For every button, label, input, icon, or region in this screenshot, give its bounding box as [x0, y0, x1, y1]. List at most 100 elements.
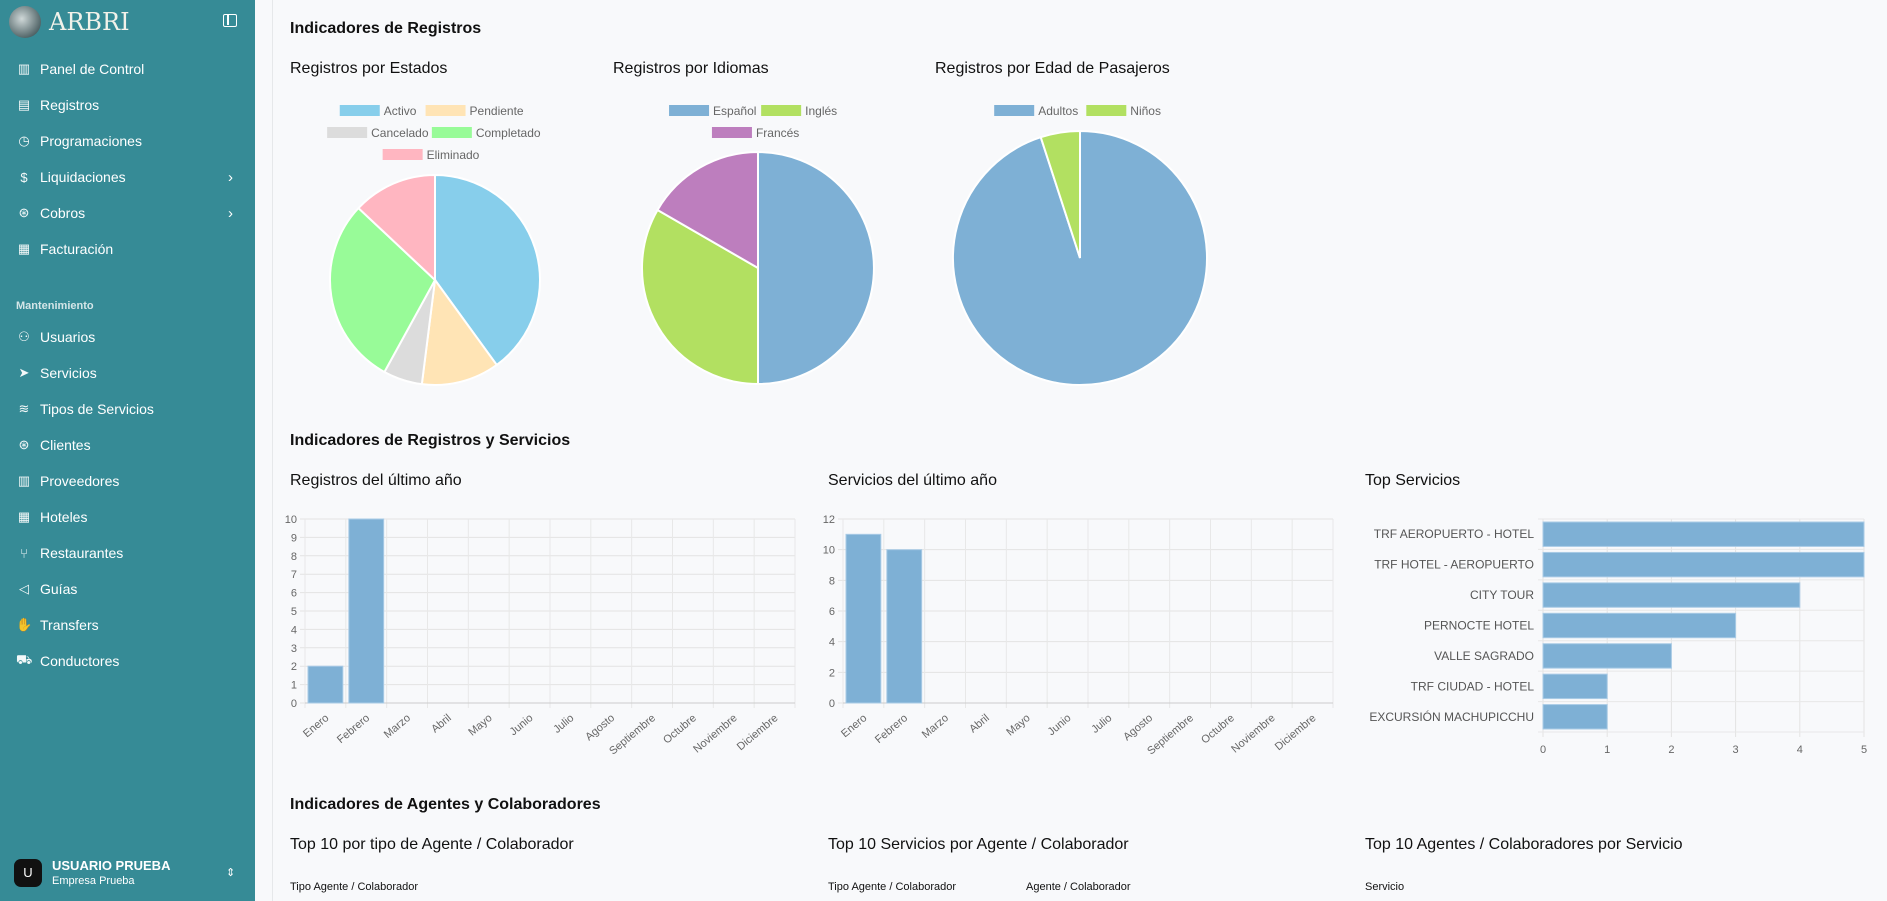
y-tick-label: 12 — [823, 514, 835, 526]
chart-title: Top 10 Servicios por Agente / Colaborado… — [828, 836, 1129, 853]
car-icon: ⛟ — [16, 652, 33, 667]
main-nav: ▥ Panel de Control ▤ Registros ◷ Programacion… — [0, 51, 255, 267]
x-tick-label: Abril — [429, 712, 454, 735]
sidebar-item-liquidaciones[interactable]: $ Liquidaciones › — [0, 159, 255, 195]
legend-swatch — [711, 127, 752, 138]
legend-label: Inglés — [805, 104, 837, 118]
x-tick-label: 3 — [1733, 744, 1739, 756]
brand[interactable]: ARBRI — [9, 6, 130, 38]
sidebar-item-registros[interactable]: ▤ Registros — [0, 87, 255, 123]
bar-service — [1542, 551, 1865, 578]
bar-service — [1542, 673, 1608, 700]
sidebar-item-label: Clientes — [40, 437, 91, 453]
bar-service — [1542, 704, 1608, 730]
sidebar-item-hoteles[interactable]: ▦ Hoteles — [0, 499, 255, 535]
legend-swatch — [382, 149, 423, 160]
x-tick-label: Enero — [839, 712, 869, 740]
x-tick-label: Marzo — [382, 712, 413, 741]
sidebar-item-proveedores[interactable]: ▥ Proveedores — [0, 463, 255, 499]
x-tick-label: Agosto — [583, 712, 617, 743]
legend-label: Activo — [384, 104, 417, 118]
sidebar-item-label: Registros — [40, 97, 100, 113]
sidebar-item-label: Restaurantes — [40, 545, 124, 561]
sidebar-toggle-icon[interactable] — [223, 14, 237, 27]
chart-title: Registros por Edad de Pasajeros — [935, 60, 1170, 77]
user-company: Empresa Prueba — [52, 875, 135, 887]
sidebar-item-facturaci-n[interactable]: ▦ Facturación — [0, 231, 255, 267]
maintenance-nav: ⚇ Usuarios ➤ Servicios ≋ Tipos de Servicios ⊛ C… — [0, 319, 255, 679]
chart-title: Registros por Idiomas — [613, 60, 769, 77]
x-tick-label: Diciembre — [735, 712, 781, 753]
sidebar-item-usuarios[interactable]: ⚇ Usuarios — [0, 319, 255, 355]
legend-swatch — [339, 105, 380, 116]
sidebar-item-conductores[interactable]: ⛟ Conductores — [0, 643, 255, 679]
x-tick-label: 2 — [1668, 744, 1674, 756]
users-icon: ⚇ — [18, 329, 30, 344]
legend-label: Español — [713, 104, 756, 118]
chevron-right-icon: › — [228, 204, 233, 222]
legend-swatch — [425, 105, 466, 116]
table-header: Servicio — [1365, 881, 1405, 893]
handshake-icon: ⊛ — [18, 205, 30, 220]
sidebar-item-transfers[interactable]: ✋ Transfers — [0, 607, 255, 643]
building-icon: ▥ — [17, 473, 31, 488]
pie-slice-pendiente — [420, 277, 499, 386]
y-tick-label: TRF AEROPUERTO - HOTEL — [1374, 527, 1535, 541]
pie-slice-eliminado — [357, 173, 436, 283]
user-menu[interactable]: U USUARIO PRUEBA Empresa Prueba — [14, 858, 170, 887]
bar-enero — [307, 665, 344, 704]
avatar: U — [14, 858, 42, 887]
legend-swatch — [327, 127, 368, 138]
y-tick-label: 6 — [291, 588, 297, 600]
chart-title: Top 10 Agentes / Colaboradores por Servi… — [1365, 836, 1683, 853]
sidebar-item-restaurantes[interactable]: ⑂ Restaurantes — [0, 535, 255, 571]
x-tick-label: 0 — [1540, 744, 1546, 756]
sidebar-item-cobros[interactable]: ⊛ Cobros › — [0, 195, 255, 231]
table-header: Tipo Agente / Colaborador — [828, 881, 957, 893]
x-tick-label: Octubre — [1199, 712, 1237, 746]
chart-title: Top 10 por tipo de Agente / Colaborador — [290, 836, 574, 853]
table-header: Agente / Colaborador — [1026, 881, 1131, 893]
x-tick-label: Diciembre — [1273, 712, 1319, 753]
bar-service — [1542, 521, 1865, 547]
x-tick-label: Octubre — [661, 712, 699, 746]
bar-service — [1542, 612, 1737, 639]
sidebar-item-gu-as[interactable]: ◁ Guías — [0, 571, 255, 607]
sidebar-item-programaciones[interactable]: ◷ Programaciones — [0, 123, 255, 159]
sidebar-item-label: Proveedores — [40, 473, 120, 489]
x-tick-label: Abril — [967, 712, 992, 735]
y-tick-label: 0 — [291, 698, 297, 710]
table-header: Tipo Agente / Colaborador — [290, 881, 419, 893]
sidebar-item-label: Conductores — [40, 653, 120, 669]
bar-febrero — [348, 518, 385, 704]
bar-service — [1542, 643, 1672, 669]
user-name: USUARIO PRUEBA — [52, 858, 171, 873]
y-tick-label: EXCURSIÓN MACHUPICCHU — [1369, 709, 1534, 724]
y-tick-label: 9 — [291, 532, 297, 544]
legend-label: Cancelado — [371, 126, 429, 140]
clipboard-icon: ▤ — [17, 97, 31, 112]
y-tick-label: 2 — [291, 661, 297, 673]
pie-slice-francés — [656, 150, 759, 270]
legend-label: Francés — [756, 126, 799, 140]
pie-slice-inglés — [641, 208, 759, 386]
sidebar-item-panel-de-control[interactable]: ▥ Panel de Control — [0, 51, 255, 87]
chevrons-up-down-icon[interactable]: ⇕ — [226, 867, 236, 879]
legend-swatch — [994, 105, 1035, 116]
y-tick-label: 1 — [291, 680, 297, 692]
sidebar-item-label: Liquidaciones — [40, 169, 126, 185]
hand-icon: ✋ — [16, 617, 33, 632]
y-tick-label: 8 — [829, 575, 835, 587]
x-tick-label: Junio — [1046, 712, 1074, 738]
legend-swatch — [669, 105, 710, 116]
legend-label: Completado — [476, 126, 541, 140]
section-label-mantenimiento: Mantenimiento — [16, 300, 94, 312]
handshake-icon: ⊛ — [18, 437, 30, 452]
sidebar-item-tipos-de-servicios[interactable]: ≋ Tipos de Servicios — [0, 391, 255, 427]
sidebar-item-servicios[interactable]: ➤ Servicios — [0, 355, 255, 391]
sidebar-item-clientes[interactable]: ⊛ Clientes — [0, 427, 255, 463]
chart-title: Top Servicios — [1365, 472, 1461, 489]
legend-swatch — [761, 105, 802, 116]
y-tick-label: 0 — [829, 698, 835, 710]
x-tick-label: Marzo — [920, 712, 951, 741]
